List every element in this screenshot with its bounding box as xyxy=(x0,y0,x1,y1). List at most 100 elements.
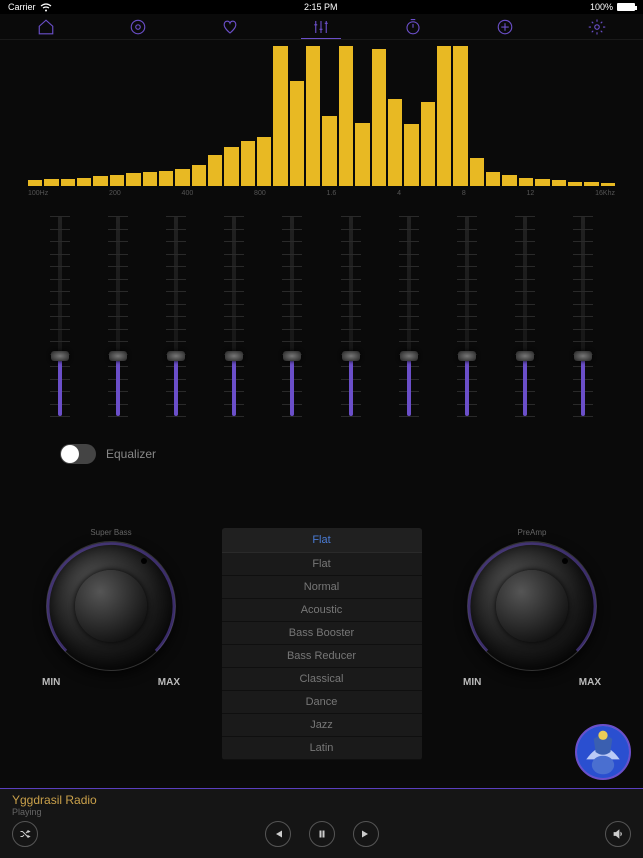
tab-settings[interactable] xyxy=(577,16,617,38)
knob-min: MIN xyxy=(42,677,60,688)
spectrum-bar xyxy=(519,178,533,186)
knobs-row: Super Bass MIN MAX Flat FlatNormalAcoust… xyxy=(0,528,643,760)
pause-button[interactable] xyxy=(309,821,335,847)
preset-selected[interactable]: Flat xyxy=(222,528,422,553)
spectrum-bar xyxy=(502,175,516,186)
nowplaying-status: Playing xyxy=(12,807,631,817)
freq-label: 4 xyxy=(397,190,401,197)
tab-home[interactable] xyxy=(26,16,66,38)
carrier-label: Carrier xyxy=(8,2,36,12)
spectrum-bar xyxy=(175,169,189,186)
freq-label: 8 xyxy=(462,190,466,197)
spectrum-bar xyxy=(355,123,369,186)
freq-label: 100Hz xyxy=(28,190,48,197)
spectrum-bar xyxy=(339,46,353,186)
freq-label: 16Khz xyxy=(595,190,615,197)
eq-slider[interactable] xyxy=(389,216,429,436)
tab-bar xyxy=(0,14,643,40)
spectrum-bar xyxy=(404,124,418,186)
spectrum-bar xyxy=(159,171,173,186)
spectrum-bar xyxy=(322,116,336,186)
spectrum-bar xyxy=(421,102,435,186)
spectrum-bar xyxy=(306,46,320,186)
preset-list[interactable]: Flat FlatNormalAcousticBass BoosterBass … xyxy=(222,528,422,760)
knob-max: MAX xyxy=(579,677,601,688)
preset-item[interactable]: Latin xyxy=(222,737,422,760)
station-avatar[interactable] xyxy=(575,724,631,780)
freq-label: 12 xyxy=(527,190,535,197)
spectrum-bar xyxy=(372,49,386,186)
knob-superbass[interactable]: Super Bass MIN MAX xyxy=(36,528,186,688)
spectrum-bar xyxy=(44,179,58,186)
eq-slider[interactable] xyxy=(98,216,138,436)
spectrum-bar xyxy=(290,81,304,186)
spectrum-analyzer: 100Hz 200 400 800 1.6 4 8 12 16Khz xyxy=(28,46,615,206)
spectrum-bar xyxy=(208,155,222,186)
spectrum-bar xyxy=(486,172,500,186)
eq-slider[interactable] xyxy=(563,216,603,436)
volume-button[interactable] xyxy=(605,821,631,847)
eq-slider[interactable] xyxy=(331,216,371,436)
spectrum-bar xyxy=(224,147,238,186)
freq-label: 800 xyxy=(254,190,266,197)
eq-slider[interactable] xyxy=(156,216,196,436)
spectrum-bar xyxy=(470,158,484,186)
nowplaying-title: Yggdrasil Radio xyxy=(12,793,631,807)
knob-min: MIN xyxy=(463,677,481,688)
spectrum-bar xyxy=(568,182,582,186)
tab-music[interactable] xyxy=(118,16,158,38)
spectrum-bar xyxy=(93,176,107,186)
preset-item[interactable]: Classical xyxy=(222,668,422,691)
spectrum-bar xyxy=(535,179,549,186)
spectrum-bar xyxy=(388,99,402,186)
spectrum-bar xyxy=(126,173,140,186)
spectrum-bar xyxy=(110,175,124,186)
wifi-icon xyxy=(40,3,52,12)
freq-label: 400 xyxy=(182,190,194,197)
eq-slider[interactable] xyxy=(214,216,254,436)
shuffle-button[interactable] xyxy=(12,821,38,847)
status-bar: Carrier 2:15 PM 100% xyxy=(0,0,643,14)
bottom-bar: Yggdrasil Radio Playing xyxy=(0,788,643,858)
tab-favorites[interactable] xyxy=(210,16,250,38)
preset-item[interactable]: Acoustic xyxy=(222,599,422,622)
battery-icon xyxy=(617,3,635,11)
spectrum-bar xyxy=(61,179,75,186)
freq-label: 1.6 xyxy=(327,190,337,197)
knob-max: MAX xyxy=(158,677,180,688)
clock: 2:15 PM xyxy=(304,2,338,12)
spectrum-bar xyxy=(192,165,206,186)
eq-slider[interactable] xyxy=(40,216,80,436)
spectrum-bar xyxy=(584,182,598,186)
knob-preamp[interactable]: PreAmp MIN MAX xyxy=(457,528,607,688)
spectrum-bar xyxy=(143,172,157,186)
eq-toggle-row: Equalizer xyxy=(60,444,643,464)
battery-pct: 100% xyxy=(590,2,613,12)
spectrum-bar xyxy=(257,137,271,186)
tab-timer[interactable] xyxy=(393,16,433,38)
preset-item[interactable]: Bass Booster xyxy=(222,622,422,645)
eq-sliders xyxy=(40,216,603,436)
spectrum-bar xyxy=(437,46,451,186)
spectrum-bar xyxy=(28,180,42,186)
spectrum-bar xyxy=(552,180,566,186)
eq-slider[interactable] xyxy=(447,216,487,436)
eq-slider[interactable] xyxy=(272,216,312,436)
preset-item[interactable]: Bass Reducer xyxy=(222,645,422,668)
prev-button[interactable] xyxy=(265,821,291,847)
preset-item[interactable]: Dance xyxy=(222,691,422,714)
eq-slider[interactable] xyxy=(505,216,545,436)
tab-add[interactable] xyxy=(485,16,525,38)
spectrum-bar xyxy=(77,178,91,186)
spectrum-bar xyxy=(601,183,615,186)
spectrum-bar xyxy=(241,141,255,186)
spectrum-bar xyxy=(453,46,467,186)
spectrum-bar xyxy=(273,46,287,186)
preset-item[interactable]: Flat xyxy=(222,553,422,576)
freq-label: 200 xyxy=(109,190,121,197)
next-button[interactable] xyxy=(353,821,379,847)
tab-equalizer[interactable] xyxy=(301,16,341,38)
preset-item[interactable]: Normal xyxy=(222,576,422,599)
eq-switch[interactable] xyxy=(60,444,96,464)
preset-item[interactable]: Jazz xyxy=(222,714,422,737)
